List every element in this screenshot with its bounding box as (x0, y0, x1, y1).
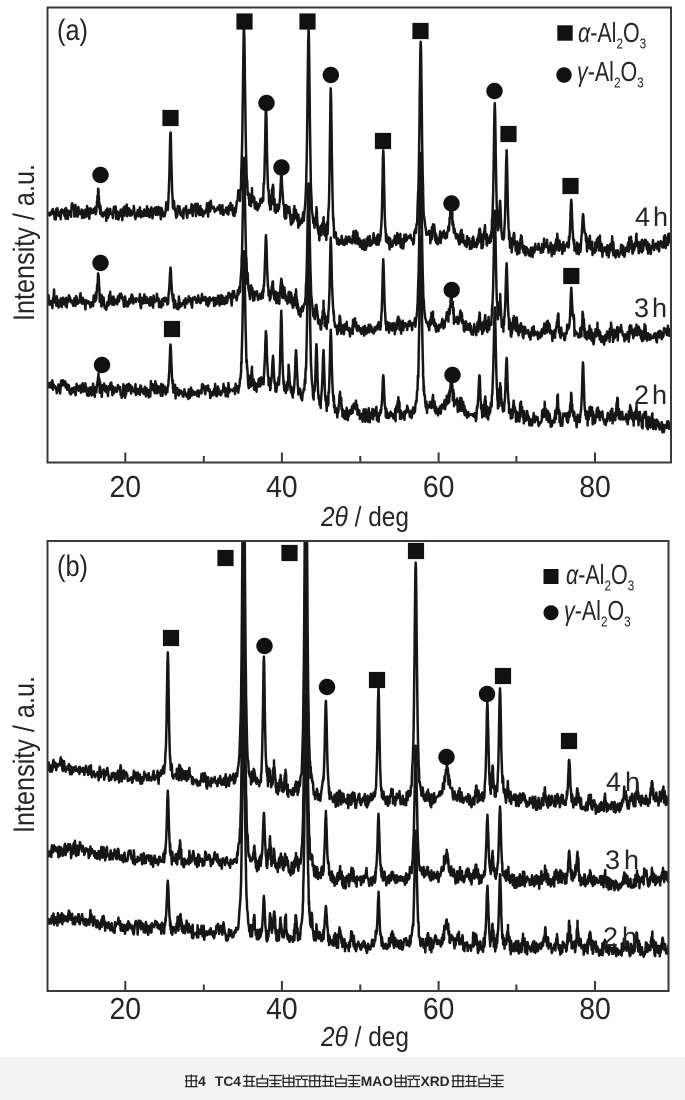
svg-text:80: 80 (579, 991, 611, 1026)
svg-text:MAO: MAO (361, 1074, 393, 1089)
svg-text:40: 40 (266, 991, 298, 1026)
svg-text:Intensity / a.u.: Intensity / a.u. (8, 164, 41, 321)
svg-text:4 h: 4 h (606, 767, 640, 797)
svg-text:TC4: TC4 (215, 1074, 241, 1089)
svg-text:α-Al2O3: α-Al2O3 (578, 19, 646, 52)
svg-text:α-Al2O3: α-Al2O3 (566, 561, 634, 594)
svg-text:20: 20 (110, 469, 142, 504)
svg-text:XRD: XRD (421, 1074, 450, 1089)
svg-text:Intensity / a.u.: Intensity / a.u. (8, 676, 41, 833)
svg-text:2 h: 2 h (603, 922, 637, 952)
svg-text:4 h: 4 h (635, 202, 668, 232)
svg-text:80: 80 (579, 469, 611, 504)
svg-text:γ-Al2O3: γ-Al2O3 (564, 597, 631, 630)
svg-text:4: 4 (198, 1074, 206, 1089)
svg-text:60: 60 (423, 469, 455, 504)
svg-text:60: 60 (423, 991, 455, 1026)
svg-text:20: 20 (110, 991, 142, 1026)
svg-text:(a): (a) (57, 14, 88, 47)
svg-text:40: 40 (266, 469, 298, 504)
svg-text:3 h: 3 h (634, 293, 667, 323)
svg-text:2 h: 2 h (634, 380, 667, 410)
svg-text:(b): (b) (57, 550, 88, 583)
svg-text:2θ / deg: 2θ / deg (320, 501, 409, 532)
svg-text:γ-Al2O3: γ-Al2O3 (577, 58, 644, 91)
svg-text:3 h: 3 h (605, 845, 639, 875)
svg-text:2θ / deg: 2θ / deg (320, 1021, 409, 1052)
